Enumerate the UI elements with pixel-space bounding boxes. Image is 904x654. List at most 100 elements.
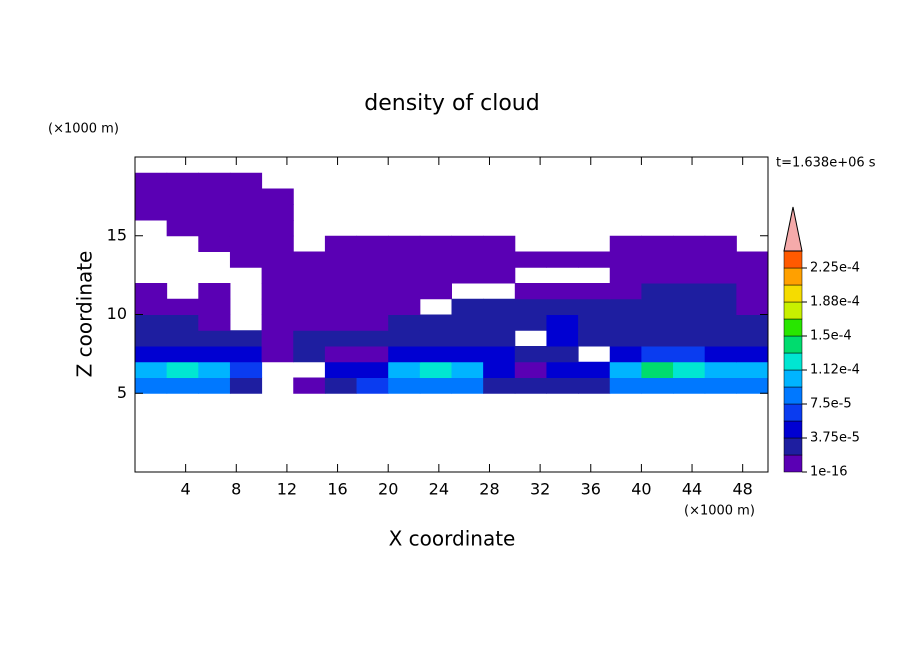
contour-cell — [356, 298, 389, 315]
colorbar-band — [783, 250, 803, 269]
contour-field — [135, 172, 769, 394]
contour-cell — [135, 298, 168, 315]
colorbar-band — [783, 420, 803, 439]
contour-cell — [578, 314, 611, 331]
x-unit: (×1000 m) — [684, 504, 755, 519]
contour-cell — [135, 346, 168, 363]
contour-cell — [419, 346, 452, 363]
contour-cell — [198, 188, 231, 205]
contour-cell — [261, 235, 294, 252]
contour-cell — [198, 204, 231, 221]
colorbar-overflow — [783, 206, 803, 252]
contour-cell — [356, 267, 389, 284]
x-tick-label: 48 — [733, 480, 753, 499]
contour-cell — [419, 267, 452, 284]
contour-cell — [704, 235, 737, 252]
contour-cell — [293, 377, 326, 394]
contour-cell — [483, 377, 516, 394]
y-tick-label: 15 — [107, 225, 127, 244]
x-tick-label: 24 — [429, 480, 449, 499]
colorbar-band — [783, 335, 803, 354]
contour-cell — [451, 251, 484, 268]
y-tick-label: 10 — [107, 304, 127, 323]
contour-cell — [578, 298, 611, 315]
contour-cell — [419, 283, 452, 300]
contour-cell — [483, 267, 516, 284]
contour-cell — [198, 314, 231, 331]
contour-cell — [736, 346, 769, 363]
contour-cell — [388, 251, 421, 268]
contour-cell — [356, 314, 389, 331]
contour-cell — [388, 283, 421, 300]
contour-cell — [514, 361, 547, 378]
contour-cell — [324, 251, 358, 268]
contour-cell — [324, 267, 358, 284]
contour-cell — [704, 283, 737, 300]
contour-cell — [388, 330, 421, 347]
contour-cell — [704, 251, 737, 268]
contour-cell — [135, 330, 168, 347]
contour-cell — [198, 361, 231, 378]
contour-cell — [135, 204, 168, 221]
contour-cell — [514, 314, 547, 331]
contour-cell — [324, 314, 358, 331]
contour-cell — [451, 361, 484, 378]
contour-cell — [261, 283, 294, 300]
contour-cell — [514, 251, 547, 268]
contour-cell — [451, 330, 484, 347]
contour-cell — [419, 377, 452, 394]
contour-cell — [451, 267, 484, 284]
contour-cell — [324, 298, 358, 315]
contour-cell — [293, 267, 326, 284]
contour-cell — [229, 361, 263, 378]
contour-cell — [673, 314, 706, 331]
contour-cell — [609, 314, 642, 331]
contour-cell — [356, 330, 389, 347]
contour-cell — [293, 330, 326, 347]
y-unit: (×1000 m) — [48, 122, 119, 137]
contour-cell — [641, 251, 674, 268]
contour-cell — [451, 235, 484, 252]
contour-cell — [229, 251, 263, 268]
contour-cell — [198, 235, 231, 252]
contour-cell — [198, 172, 231, 189]
x-axis-label: X coordinate — [389, 527, 516, 551]
contour-cell — [198, 220, 231, 237]
contour-cell — [641, 377, 674, 394]
contour-cell — [641, 298, 674, 315]
contour-cell — [419, 251, 452, 268]
contour-cell — [135, 361, 168, 378]
contour-cell — [704, 346, 737, 363]
contour-cell — [641, 346, 674, 363]
x-tick-label: 40 — [631, 480, 651, 499]
contour-cell — [609, 251, 642, 268]
contour-cell — [609, 377, 642, 394]
contour-cell — [135, 188, 168, 205]
contour-cell — [641, 267, 674, 284]
colorbar-band — [783, 284, 803, 303]
contour-cell — [673, 235, 706, 252]
contour-cell — [419, 235, 452, 252]
contour-cell — [198, 346, 231, 363]
colorbar-tick-label: 1.5e-4 — [810, 329, 852, 344]
colorbar-band — [783, 267, 803, 286]
colorbar-band — [783, 352, 803, 371]
contour-cell — [483, 298, 516, 315]
contour-cell — [166, 330, 199, 347]
contour-cell — [261, 267, 294, 284]
contour-cell — [229, 188, 263, 205]
contour-cell — [483, 346, 516, 363]
contour-cell — [293, 283, 326, 300]
x-tick-label: 32 — [530, 480, 550, 499]
contour-cell — [673, 298, 706, 315]
contour-cell — [293, 346, 326, 363]
contour-cell — [483, 235, 516, 252]
contour-cell — [514, 283, 547, 300]
colorbar-band — [783, 318, 803, 337]
contour-cell — [451, 314, 484, 331]
contour-cell — [388, 346, 421, 363]
colorbar-tick-label: 1e-16 — [810, 465, 848, 480]
contour-cell — [736, 330, 769, 347]
contour-cell — [736, 267, 769, 284]
contour-cell — [609, 330, 642, 347]
